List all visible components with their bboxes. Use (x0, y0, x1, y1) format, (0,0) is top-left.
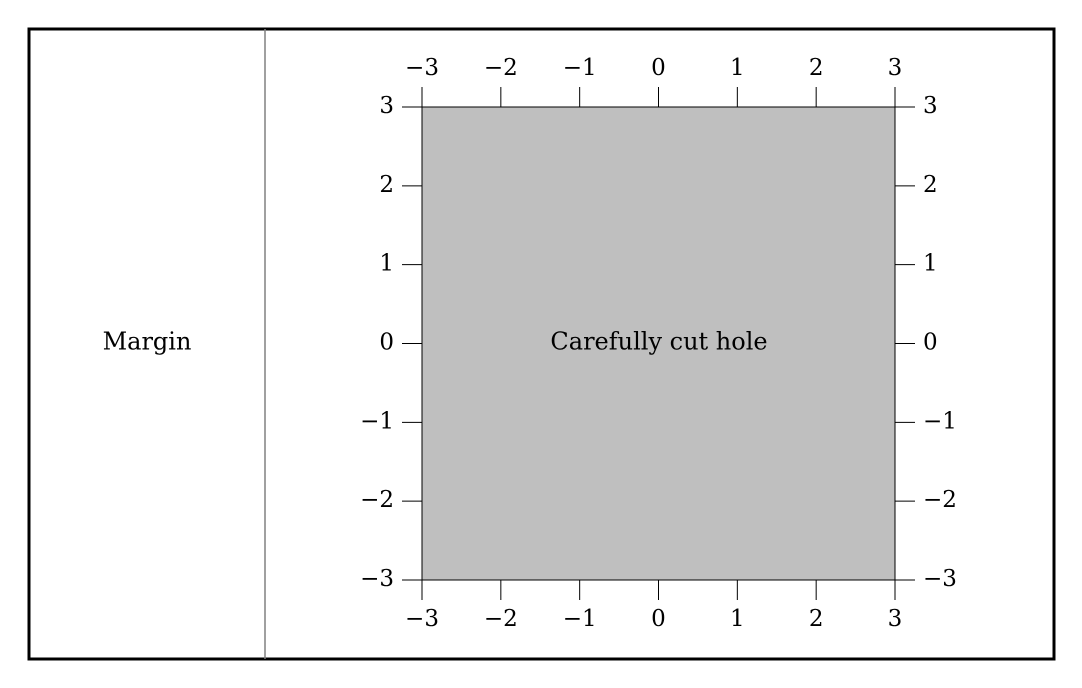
left-tick-label: 3 (379, 93, 394, 119)
outer-frame (27, 27, 1056, 661)
right-tick-label: −1 (923, 408, 957, 434)
hole-region (421, 106, 896, 581)
hole-label: Carefully cut hole (550, 328, 767, 356)
top-tick-label: −3 (405, 55, 439, 81)
left-tick-label: 0 (379, 330, 394, 356)
top-tick-label: 2 (809, 55, 824, 81)
right-tick-label: 1 (923, 251, 938, 277)
right-tick-label: 2 (923, 172, 938, 198)
left-tick-label: −3 (360, 566, 394, 592)
bottom-tick-label: 1 (730, 606, 745, 632)
top-tick-label: 1 (730, 55, 745, 81)
left-tick-label: 2 (379, 172, 394, 198)
bottom-tick-label: 0 (651, 606, 666, 632)
top-tick-label: −1 (563, 55, 597, 81)
bottom-tick-label: 3 (888, 606, 903, 632)
right-tick-label: 3 (923, 93, 938, 119)
bottom-tick-label: −1 (563, 606, 597, 632)
bottom-tick-label: 2 (809, 606, 824, 632)
right-tick-label: −2 (923, 487, 957, 513)
left-tick-label: −2 (360, 487, 394, 513)
right-tick-label: −3 (923, 566, 957, 592)
right-tick-label: 0 (923, 330, 938, 356)
bottom-tick-label: −3 (405, 606, 439, 632)
left-tick-label: 1 (379, 251, 394, 277)
left-tick-label: −1 (360, 408, 394, 434)
top-tick-label: 3 (888, 55, 903, 81)
bottom-tick-label: −2 (484, 606, 518, 632)
top-tick-label: 0 (651, 55, 666, 81)
margin-label: Margin (103, 328, 192, 356)
top-tick-label: −2 (484, 55, 518, 81)
